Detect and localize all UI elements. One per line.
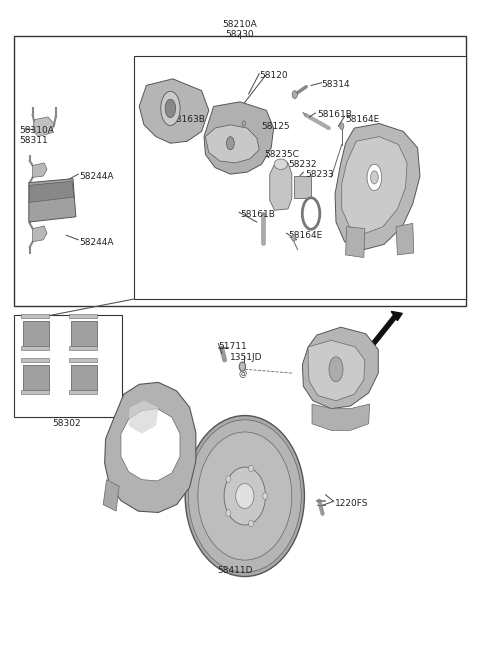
Polygon shape: [103, 480, 119, 511]
Text: 58244A: 58244A: [79, 172, 114, 181]
Polygon shape: [21, 346, 49, 350]
Text: 58235C: 58235C: [264, 150, 299, 159]
Ellipse shape: [226, 476, 231, 482]
Ellipse shape: [165, 99, 176, 118]
Ellipse shape: [242, 121, 246, 126]
Bar: [23, 365, 49, 390]
Text: 58411D: 58411D: [217, 566, 253, 576]
Polygon shape: [396, 223, 414, 255]
Polygon shape: [121, 409, 180, 481]
Text: 58243A: 58243A: [140, 473, 175, 482]
Text: 58164E: 58164E: [346, 115, 380, 124]
Text: 1351JD: 1351JD: [230, 353, 263, 363]
Polygon shape: [139, 79, 209, 143]
Text: 58311: 58311: [19, 136, 48, 145]
Polygon shape: [33, 117, 54, 137]
Polygon shape: [30, 181, 74, 202]
Text: 58314: 58314: [322, 80, 350, 89]
Bar: [134, 56, 466, 299]
Ellipse shape: [224, 467, 265, 525]
Polygon shape: [270, 163, 292, 210]
Ellipse shape: [227, 137, 234, 150]
Bar: [71, 365, 97, 390]
Text: 58310A: 58310A: [19, 126, 54, 135]
Ellipse shape: [292, 235, 296, 241]
Text: 58125: 58125: [262, 122, 290, 131]
Text: 58244: 58244: [140, 484, 168, 493]
Polygon shape: [302, 327, 378, 409]
Polygon shape: [33, 226, 47, 242]
Polygon shape: [21, 314, 49, 318]
Text: 58230: 58230: [226, 30, 254, 39]
Polygon shape: [29, 179, 76, 222]
Ellipse shape: [185, 416, 304, 577]
Ellipse shape: [340, 123, 344, 129]
Ellipse shape: [371, 171, 378, 184]
Ellipse shape: [239, 362, 246, 371]
Polygon shape: [33, 163, 47, 177]
Text: 58244A: 58244A: [79, 238, 114, 247]
Text: 58163B: 58163B: [170, 115, 205, 124]
Polygon shape: [342, 137, 407, 233]
Text: 58161B: 58161B: [317, 110, 352, 120]
Polygon shape: [69, 390, 97, 394]
Ellipse shape: [263, 493, 267, 499]
Bar: [14, 315, 122, 417]
Ellipse shape: [198, 432, 292, 560]
Polygon shape: [205, 125, 259, 163]
Text: @: @: [238, 369, 247, 378]
Text: 58164E: 58164E: [288, 231, 322, 240]
Text: 58120: 58120: [259, 71, 288, 80]
Text: 1220FS: 1220FS: [335, 499, 369, 509]
Ellipse shape: [274, 159, 288, 170]
Ellipse shape: [188, 420, 301, 572]
Ellipse shape: [236, 484, 254, 509]
Ellipse shape: [249, 465, 253, 472]
Polygon shape: [105, 382, 196, 512]
Polygon shape: [129, 401, 158, 434]
Polygon shape: [308, 340, 365, 401]
Ellipse shape: [329, 357, 343, 382]
Ellipse shape: [249, 520, 253, 527]
Polygon shape: [69, 314, 97, 318]
Ellipse shape: [367, 164, 382, 191]
Polygon shape: [204, 102, 274, 174]
Text: 58210A: 58210A: [223, 20, 257, 29]
Text: 58302: 58302: [52, 419, 81, 428]
Ellipse shape: [161, 91, 180, 125]
Bar: [14, 36, 466, 306]
Ellipse shape: [226, 510, 231, 516]
Polygon shape: [69, 358, 97, 362]
Text: 58232: 58232: [288, 160, 316, 169]
Polygon shape: [21, 390, 49, 394]
Polygon shape: [21, 358, 49, 362]
Bar: [71, 321, 97, 346]
Text: 51711: 51711: [218, 342, 247, 351]
Text: 58233: 58233: [305, 170, 334, 179]
Ellipse shape: [292, 91, 297, 99]
Polygon shape: [312, 404, 370, 430]
Polygon shape: [391, 311, 402, 321]
Polygon shape: [294, 176, 311, 198]
Ellipse shape: [305, 204, 317, 223]
Polygon shape: [69, 346, 97, 350]
Polygon shape: [335, 124, 420, 250]
Text: 58161B: 58161B: [240, 210, 275, 219]
Polygon shape: [346, 227, 365, 258]
Bar: [23, 321, 49, 346]
